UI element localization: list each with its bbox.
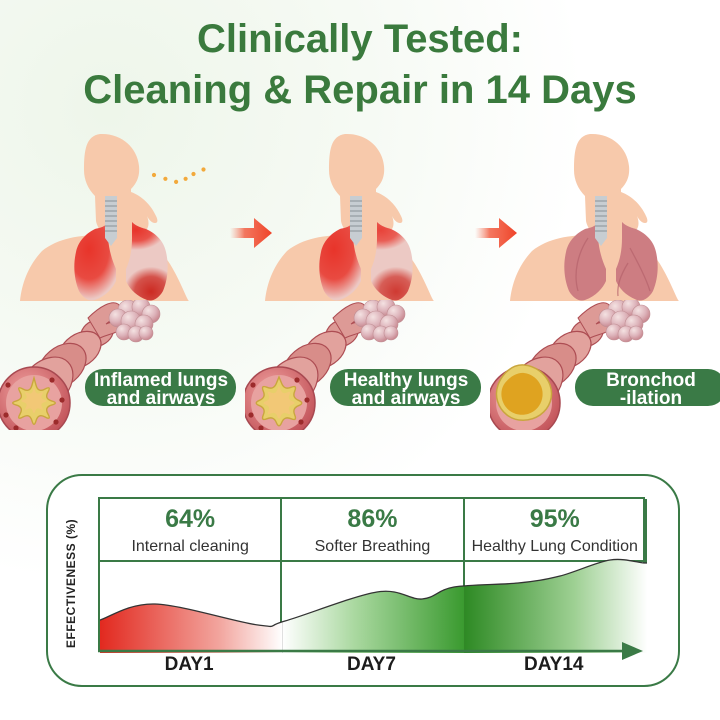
- svg-text:and airways: and airways: [107, 388, 216, 409]
- svg-text:and airways: and airways: [352, 388, 461, 409]
- svg-text:-ilation: -ilation: [620, 388, 682, 409]
